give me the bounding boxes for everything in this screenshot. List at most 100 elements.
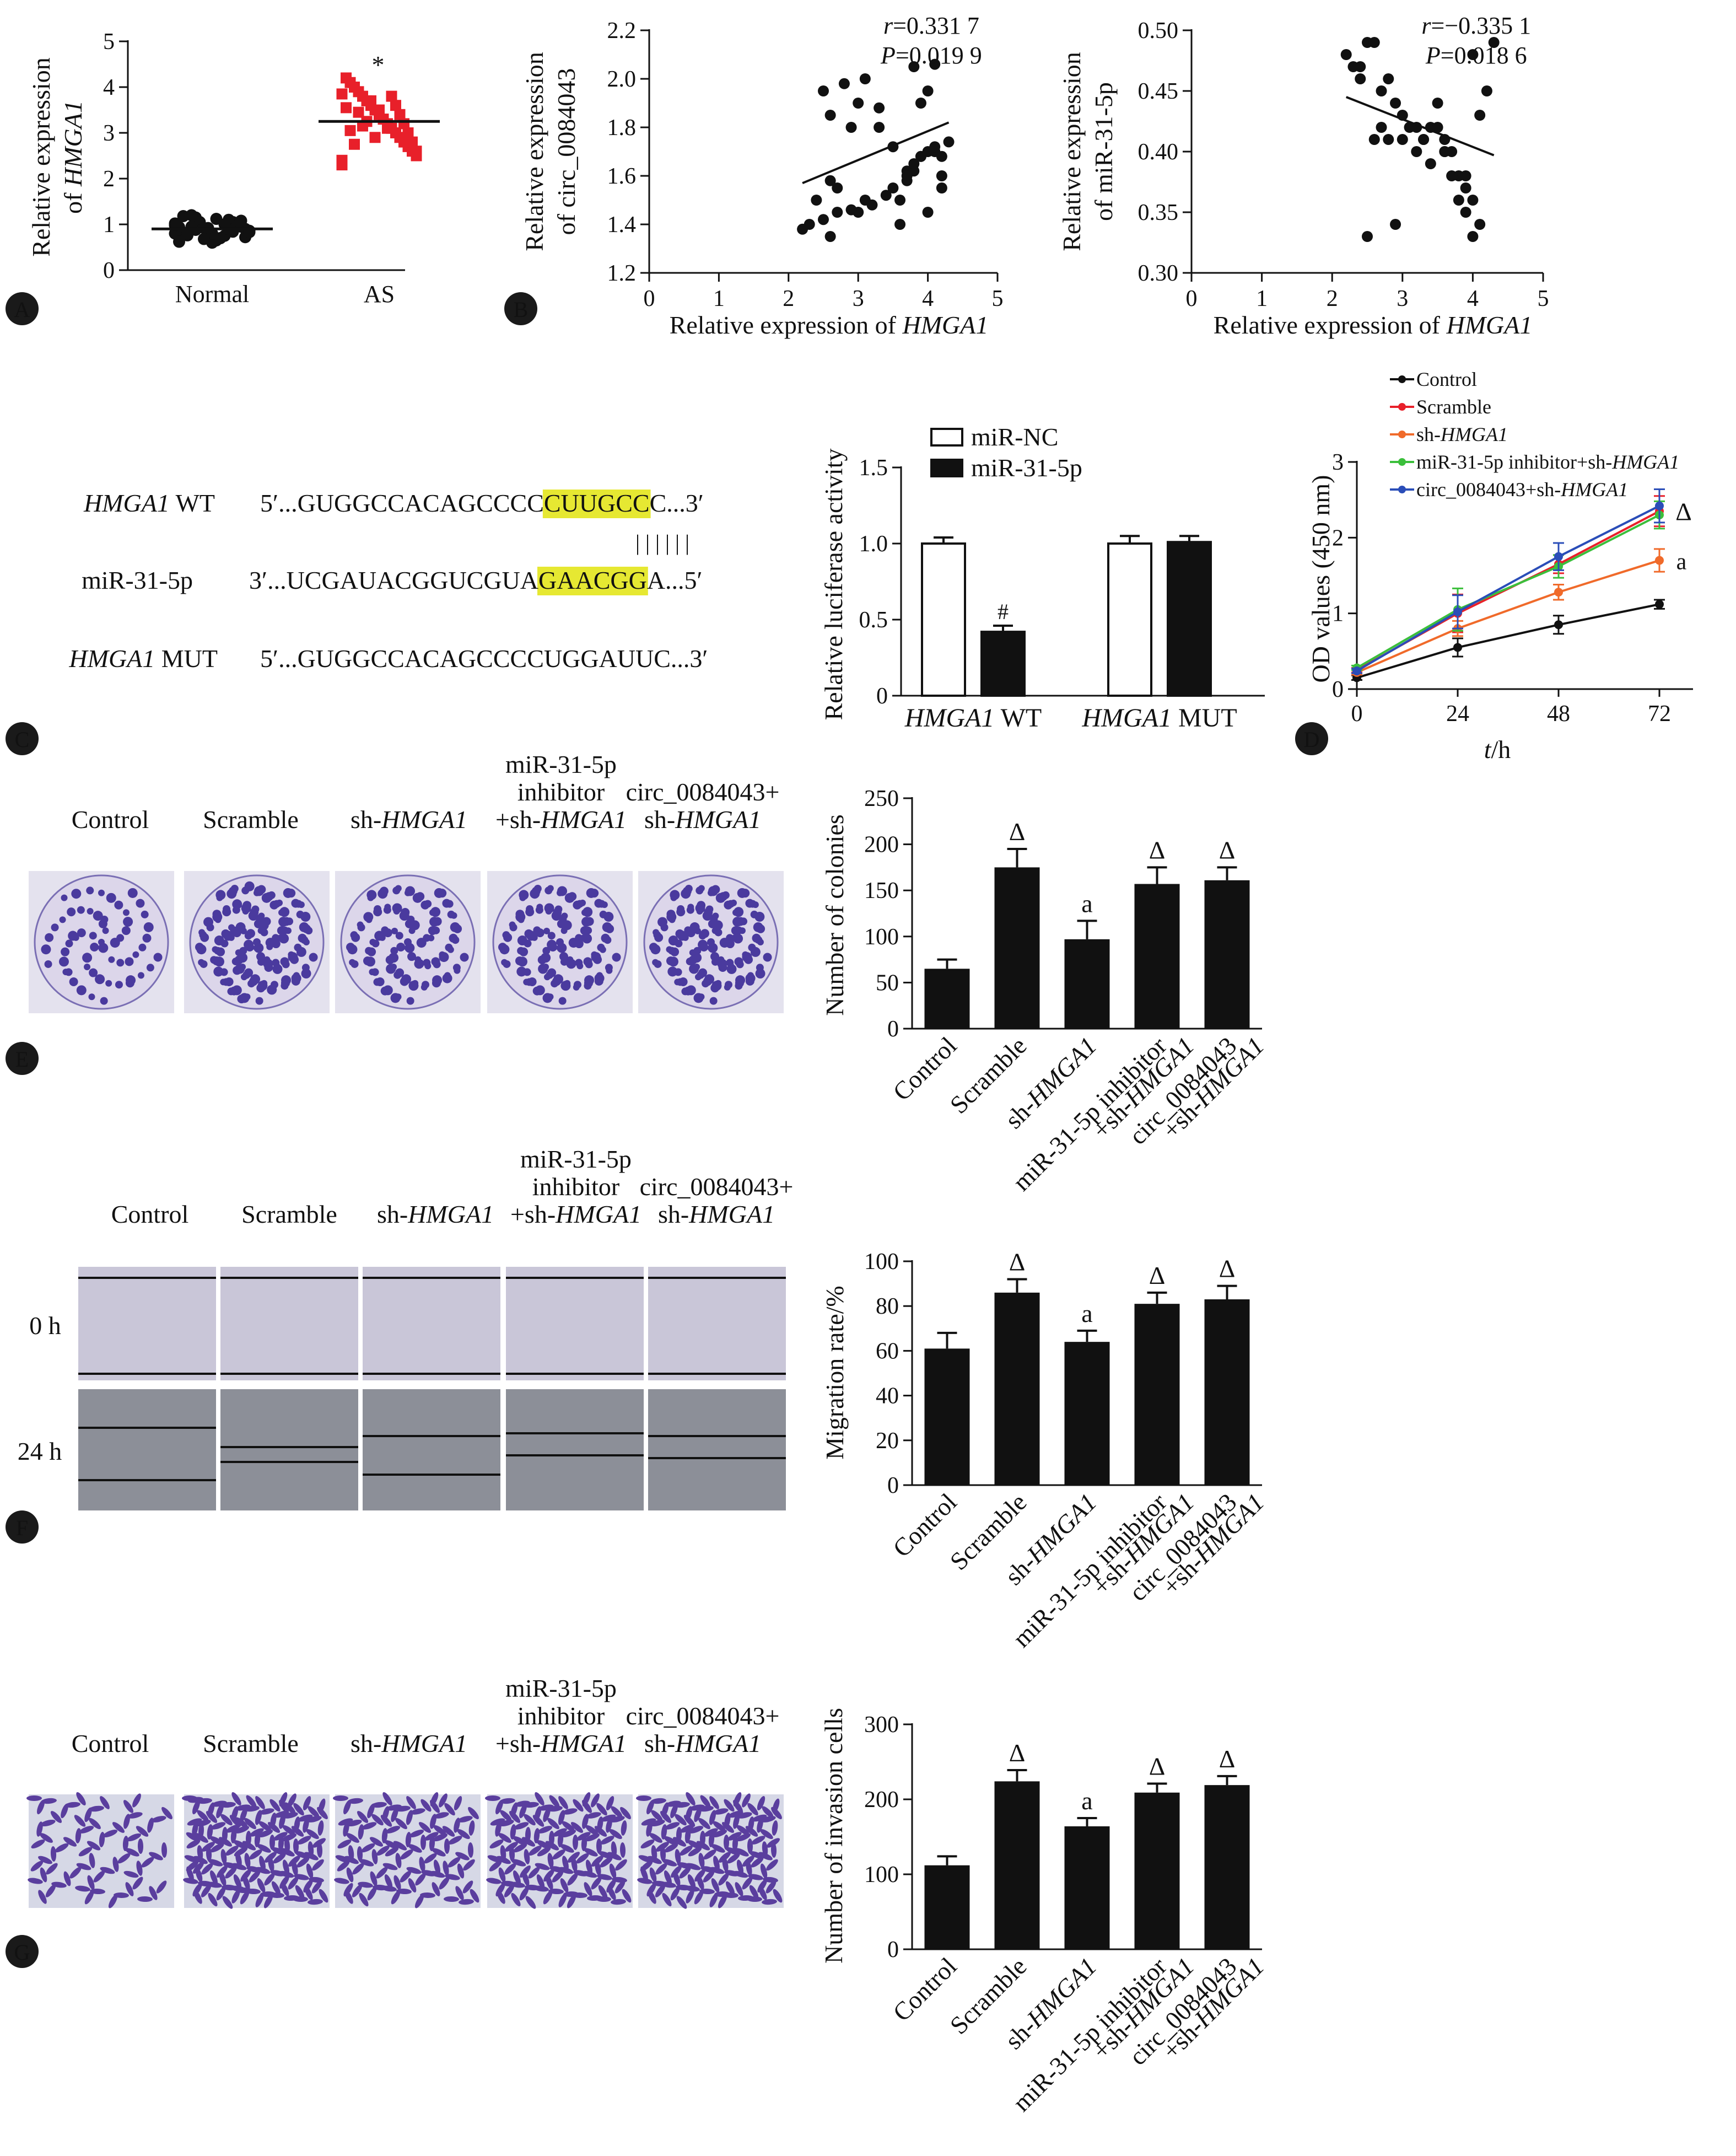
G-cell xyxy=(676,1884,691,1891)
E-y-tick-label: 0 xyxy=(887,1017,899,1042)
B1-point xyxy=(922,85,934,96)
G-cell xyxy=(245,1831,252,1846)
G-cell xyxy=(558,1893,567,1907)
E-colony xyxy=(406,997,414,1005)
E-colony xyxy=(537,955,547,965)
E-colony xyxy=(215,890,226,900)
E-colony xyxy=(763,953,772,962)
G-cell xyxy=(609,1829,622,1840)
F-y-tick-label: 100 xyxy=(864,1249,899,1275)
G-cell xyxy=(714,1891,730,1897)
G-cell xyxy=(244,1853,251,1868)
G-cell xyxy=(700,1866,716,1873)
G-cell xyxy=(259,1808,274,1815)
G-cell xyxy=(600,1836,614,1845)
E-colony xyxy=(89,968,98,977)
B1-y-tick-label: 1.4 xyxy=(607,212,637,238)
F-image-tile xyxy=(78,1389,216,1510)
G-cell xyxy=(760,1863,768,1879)
E-colony xyxy=(547,932,556,940)
G-cell xyxy=(666,1800,681,1807)
A-point xyxy=(181,229,193,241)
B2-point xyxy=(1390,219,1401,230)
D-legend-label: sh-HMGA1 xyxy=(1416,423,1508,445)
E-panel-label: E xyxy=(15,1047,29,1072)
G-cell xyxy=(597,1874,612,1880)
G-cell xyxy=(600,1857,613,1868)
G-bar-annotation: Δ xyxy=(1009,1739,1026,1767)
G-cell xyxy=(498,1867,506,1883)
E-colony xyxy=(740,917,748,926)
E-colony xyxy=(386,964,396,974)
G-panel-label-badge xyxy=(6,1935,39,1968)
G-cell xyxy=(279,1875,289,1889)
G-cell xyxy=(149,1852,163,1861)
B1-point xyxy=(908,61,920,72)
G-cell xyxy=(609,1863,617,1879)
E-colony xyxy=(536,904,543,911)
B2-ylabel-2: of miR-31-5p xyxy=(1090,82,1118,221)
B2-point xyxy=(1432,98,1443,109)
G-cell xyxy=(468,1806,479,1820)
E-colony xyxy=(366,890,377,900)
E-colony xyxy=(433,960,441,969)
E-colony xyxy=(544,903,554,913)
E-colony xyxy=(560,981,571,991)
B1-ylabel-2: of circ_0084043 xyxy=(552,68,580,235)
E-colony xyxy=(543,974,551,981)
G-cell xyxy=(763,1877,778,1883)
G-cell xyxy=(308,1806,320,1818)
E-colony xyxy=(98,889,105,896)
G-cell xyxy=(646,1799,654,1815)
E-colony xyxy=(100,915,109,923)
E-colony xyxy=(227,987,235,996)
E-colony xyxy=(390,947,398,955)
G-cell xyxy=(515,1800,530,1807)
E-colony xyxy=(404,938,412,946)
G-cell xyxy=(619,1842,626,1858)
E-colony xyxy=(677,905,685,913)
G-cell xyxy=(40,1819,56,1827)
G-cell xyxy=(562,1856,569,1871)
G-cell xyxy=(513,1843,527,1853)
G-cell xyxy=(288,1793,296,1808)
E-colony xyxy=(601,901,608,908)
G-cell xyxy=(699,1831,706,1846)
A-y-tick-label: 0 xyxy=(103,258,115,283)
G-cell xyxy=(445,1874,460,1880)
E-colony xyxy=(453,924,462,933)
G-cell xyxy=(269,1835,275,1850)
G-cell xyxy=(694,1869,705,1882)
A-point xyxy=(411,148,422,159)
G-cell xyxy=(567,1873,578,1886)
E-colony xyxy=(384,904,391,911)
E-colony xyxy=(138,943,147,951)
G-cell xyxy=(537,1826,553,1834)
G-cell xyxy=(188,1797,203,1803)
G-cell xyxy=(686,1889,694,1904)
B2-point xyxy=(1474,110,1486,121)
G-cell xyxy=(687,1874,696,1889)
G-cell xyxy=(410,1808,425,1815)
B2-xlabel: Relative expression of HMGA1 xyxy=(1214,311,1533,339)
A-point xyxy=(349,138,360,150)
G-cell xyxy=(735,1848,749,1857)
G-cell xyxy=(225,1845,239,1856)
G-cell xyxy=(677,1862,692,1869)
G-cell xyxy=(525,1896,536,1909)
G-cell xyxy=(419,1857,425,1872)
E-colony xyxy=(533,926,541,934)
G-cell xyxy=(117,1853,131,1864)
G-cell xyxy=(198,1880,213,1887)
G-cell xyxy=(567,1894,576,1908)
G-cell xyxy=(553,1828,567,1837)
G-cell xyxy=(457,1816,473,1822)
E-colony xyxy=(127,888,138,898)
B2-x-tick-label: 4 xyxy=(1467,286,1479,311)
E-colony xyxy=(433,917,442,926)
B2-point xyxy=(1376,85,1387,96)
D-point xyxy=(1453,607,1462,616)
E-colony xyxy=(195,943,204,952)
A-point xyxy=(407,136,418,148)
G-cell xyxy=(370,1871,378,1886)
